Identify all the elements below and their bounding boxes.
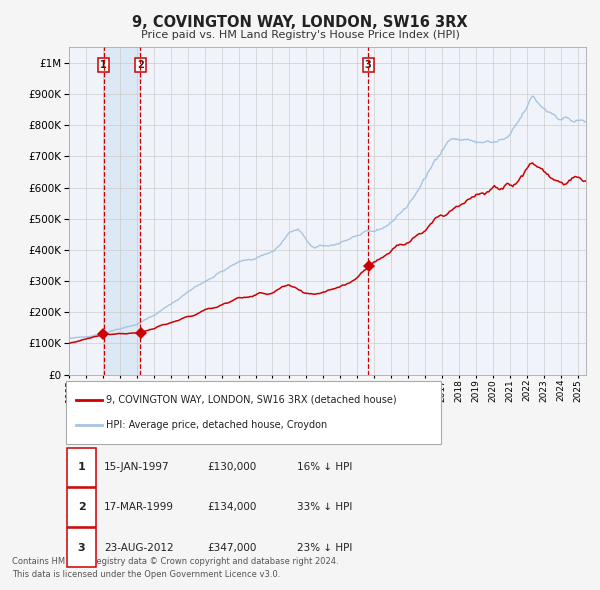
Text: 33% ↓ HPI: 33% ↓ HPI <box>297 503 352 512</box>
Text: Contains HM Land Registry data © Crown copyright and database right 2024.: Contains HM Land Registry data © Crown c… <box>12 558 338 566</box>
Text: £347,000: £347,000 <box>207 543 256 552</box>
Text: £134,000: £134,000 <box>207 503 256 512</box>
Text: 15-JAN-1997: 15-JAN-1997 <box>104 463 169 472</box>
Text: 3: 3 <box>365 60 371 70</box>
Text: This data is licensed under the Open Government Licence v3.0.: This data is licensed under the Open Gov… <box>12 571 280 579</box>
Text: 1: 1 <box>78 463 85 472</box>
Text: 9, COVINGTON WAY, LONDON, SW16 3RX (detached house): 9, COVINGTON WAY, LONDON, SW16 3RX (deta… <box>106 395 397 405</box>
Text: 2: 2 <box>137 60 144 70</box>
Text: 23% ↓ HPI: 23% ↓ HPI <box>297 543 352 552</box>
Text: 2: 2 <box>78 503 85 512</box>
Text: 17-MAR-1999: 17-MAR-1999 <box>104 503 174 512</box>
Text: 23-AUG-2012: 23-AUG-2012 <box>104 543 173 552</box>
Text: Price paid vs. HM Land Registry's House Price Index (HPI): Price paid vs. HM Land Registry's House … <box>140 30 460 40</box>
Text: HPI: Average price, detached house, Croydon: HPI: Average price, detached house, Croy… <box>106 420 328 430</box>
Text: 9, COVINGTON WAY, LONDON, SW16 3RX: 9, COVINGTON WAY, LONDON, SW16 3RX <box>132 15 468 30</box>
Text: 16% ↓ HPI: 16% ↓ HPI <box>297 463 352 472</box>
Text: 3: 3 <box>78 543 85 552</box>
Text: £130,000: £130,000 <box>207 463 256 472</box>
Bar <box>104 47 140 375</box>
Text: 1: 1 <box>100 60 107 70</box>
